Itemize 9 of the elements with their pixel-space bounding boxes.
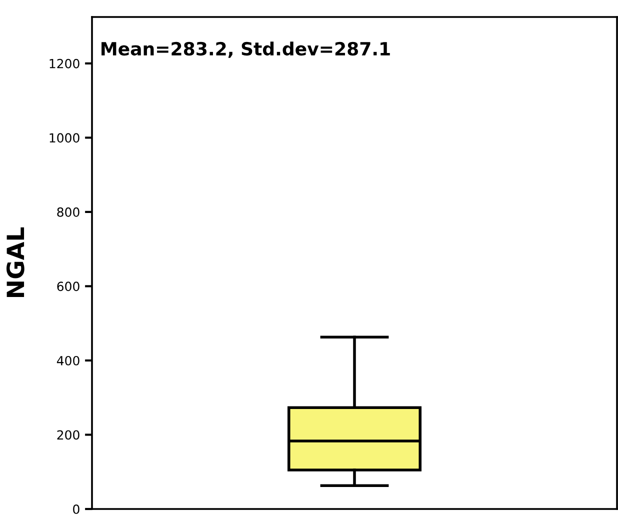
- y-tick-label: 600: [57, 282, 80, 292]
- annotation: Mean=283.2, Std.dev=287.1: [102, 42, 390, 58]
- y-tick-label: 400: [56, 356, 80, 366]
- y-tick-label: 200: [57, 430, 80, 440]
- y-tick-label: 1000: [50, 133, 80, 143]
- y-tick-label: 800: [57, 207, 80, 217]
- y-tick-label: 0: [73, 504, 80, 514]
- y-axis-title: NGAL: [6, 227, 24, 298]
- y-tick-label: 1200: [50, 58, 80, 68]
